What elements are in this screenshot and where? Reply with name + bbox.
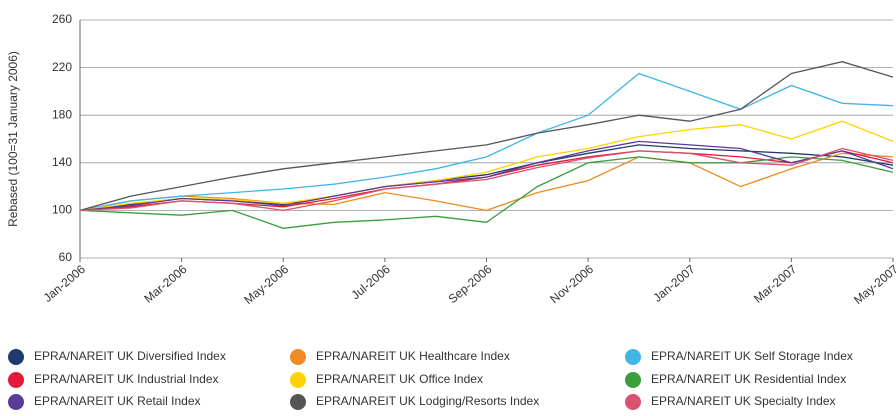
x-tick-label: Jan-2007 [650, 262, 698, 305]
legend-label: EPRA/NAREIT UK Industrial Index [34, 372, 219, 386]
x-tick-label: Mar-2006 [141, 262, 190, 306]
x-tick-label: Jan-2006 [41, 262, 89, 305]
y-axis-label: Rebased (100=31 January 2006) [6, 51, 20, 227]
series-line [79, 156, 894, 229]
legend-label: EPRA/NAREIT UK Office Index [316, 372, 483, 386]
y-tick-label: 260 [52, 12, 72, 26]
legend-label: EPRA/NAREIT UK Self Storage Index [651, 349, 853, 363]
legend-label: EPRA/NAREIT UK Lodging/Resorts Index [316, 394, 539, 408]
x-tick-label: Mar-2007 [751, 262, 800, 306]
legend-swatch [625, 394, 641, 410]
y-tick-label: 220 [52, 60, 72, 74]
series-line [79, 140, 894, 212]
legend-swatch [8, 372, 24, 388]
y-tick-label: 60 [59, 250, 73, 264]
legend-label: EPRA/NAREIT UK Diversified Index [34, 349, 226, 363]
legend-swatch [290, 394, 306, 410]
series-line [79, 72, 894, 212]
y-tick-label: 180 [52, 107, 72, 121]
legend-label: EPRA/NAREIT UK Healthcare Index [316, 349, 510, 363]
series-line [79, 120, 894, 212]
legend-swatch [8, 394, 24, 410]
x-tick-label: May-2007 [851, 262, 896, 307]
x-tick-label: Sep-2006 [446, 262, 495, 306]
legend-swatch [290, 372, 306, 388]
legend-swatch [8, 349, 24, 365]
y-tick-label: 140 [52, 155, 72, 169]
y-tick-label: 100 [52, 203, 72, 217]
legend-swatch [625, 349, 641, 365]
x-tick-label: Jul-2006 [349, 262, 394, 303]
legend-label: EPRA/NAREIT UK Specialty Index [651, 394, 836, 408]
legend-label: EPRA/NAREIT UK Residential Index [651, 372, 846, 386]
legend-swatch [290, 349, 306, 365]
legend-swatch [625, 372, 641, 388]
x-tick-label: Nov-2006 [547, 262, 596, 306]
legend-label: EPRA/NAREIT UK Retail Index [34, 394, 201, 408]
series-line [79, 61, 894, 212]
series-line [79, 152, 894, 212]
x-tick-label: May-2006 [241, 262, 291, 307]
series-line [79, 147, 894, 212]
